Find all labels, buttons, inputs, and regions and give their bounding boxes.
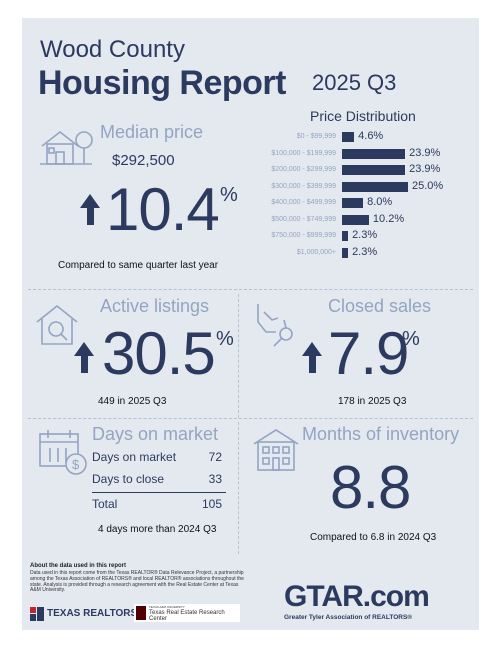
price-row: $750,000 - $999,999 2.3% xyxy=(252,229,482,243)
total-value: 105 xyxy=(201,497,222,511)
divider xyxy=(238,294,239,418)
active-listings-note: 449 in 2025 Q3 xyxy=(98,396,167,407)
row-value: 33 xyxy=(208,472,222,486)
gtar-logo: GTAR.com xyxy=(284,580,430,613)
calendar-money-icon: $ xyxy=(38,428,88,481)
texas-realtors-text: TEXAS REALTORS xyxy=(47,608,138,619)
price-row: $0 - $99,999 4.6% xyxy=(252,130,482,144)
price-percent-label: 23.9% xyxy=(409,146,441,159)
price-row: $200,000 - $299,999 23.9% xyxy=(252,163,482,177)
price-bar xyxy=(342,247,349,258)
price-bar xyxy=(342,132,355,142)
months-inventory-title: Months of inventory xyxy=(302,424,460,444)
price-percent-label: 4.6% xyxy=(358,130,384,142)
price-bar xyxy=(342,165,406,175)
texas-realtors-logo: TEXAS REALTORS xyxy=(30,606,140,622)
building-icon xyxy=(252,428,300,477)
active-listings-change: 30.5 xyxy=(102,320,216,387)
price-percent-label: 25.0% xyxy=(412,179,444,192)
house-magnifier-icon xyxy=(34,302,80,353)
divider xyxy=(238,422,239,554)
price-row: $1,000,000+ 2.3% xyxy=(252,246,482,260)
price-bar xyxy=(342,181,408,192)
price-range-label: $300,000 - $399,999 xyxy=(271,182,336,190)
price-range-label: $500,000 - $749,999 xyxy=(271,215,336,223)
svg-text:$: $ xyxy=(72,457,80,472)
median-price-note: Compared to same quarter last year xyxy=(58,260,219,271)
price-range-label: $0 - $99,999 xyxy=(296,133,336,140)
closed-sales-note: 178 in 2025 Q3 xyxy=(338,396,407,407)
hand-key-icon xyxy=(254,298,300,353)
price-percent-label: 2.3% xyxy=(352,229,378,241)
texas-realtors-emblem-icon xyxy=(30,607,44,621)
price-percent-label: 8.0% xyxy=(367,196,393,208)
active-listings-pct-sign: % xyxy=(216,328,234,350)
house-tree-icon xyxy=(38,124,94,175)
report-panel: Wood County Housing Report 2025 Q3 Price… xyxy=(22,18,479,630)
price-row: $300,000 - $399,999 25.0% xyxy=(252,180,482,194)
price-range-label: $200,000 - $299,999 xyxy=(271,166,336,173)
row-label: Days to close xyxy=(92,472,165,486)
gtar-subtitle: Greater Tyler Association of REALTORS® xyxy=(284,614,413,621)
days-on-market-title: Days on market xyxy=(92,424,219,444)
divider xyxy=(28,418,473,419)
closed-sales-change: 7.9 xyxy=(328,320,409,387)
row-label: Days on market xyxy=(92,450,177,464)
tamu-emblem-icon xyxy=(136,606,146,620)
price-range-label: $1,000,000+ xyxy=(296,248,336,256)
median-price-pct-sign: % xyxy=(220,184,238,206)
active-listings-title: Active listings xyxy=(100,296,210,316)
price-percent-label: 2.3% xyxy=(352,245,378,258)
months-inventory-value: 8.8 xyxy=(330,454,411,521)
price-distribution-title: Price Distribution xyxy=(310,108,416,124)
price-range-label: $100,000 - $199,999 xyxy=(271,149,336,157)
about-title: About the data used in this report xyxy=(30,563,127,569)
closed-sales-title: Closed sales xyxy=(328,296,432,316)
days-to-close-row: Days to close 33 xyxy=(92,472,222,486)
divider xyxy=(28,289,473,290)
median-price-title: Median price xyxy=(100,122,204,142)
total-row: Total 105 xyxy=(92,497,222,511)
days-on-market-row: Days on market 72 xyxy=(92,450,222,464)
tamu-text: Texas Real Estate Research Center xyxy=(149,610,225,622)
price-row: $500,000 - $749,999 10.2% xyxy=(252,213,482,227)
price-percent-label: 23.9% xyxy=(409,163,441,175)
price-bar xyxy=(342,148,406,159)
price-bar xyxy=(342,214,369,225)
median-price-change: 10.4 xyxy=(106,176,220,243)
row-value: 72 xyxy=(208,450,222,464)
tamu-small-text: TEXAS A&M UNIVERSITY xyxy=(149,605,185,609)
total-label: Total xyxy=(92,497,118,511)
days-on-market-note: 4 days more than 2024 Q3 xyxy=(98,524,217,535)
price-percent-label: 10.2% xyxy=(372,212,405,225)
price-bar xyxy=(342,198,364,208)
report-period: 2025 Q3 xyxy=(312,70,397,95)
months-inventory-note: Compared to 6.8 in 2024 Q3 xyxy=(310,532,437,543)
about-text: Data used in this report come from the T… xyxy=(30,570,244,594)
price-bar xyxy=(342,231,349,241)
price-row: $400,000 - $499,999 8.0% xyxy=(252,196,482,210)
price-range-label: $400,000 - $499,999 xyxy=(271,199,336,206)
report-title: Housing Report xyxy=(38,64,286,102)
total-rule xyxy=(92,492,226,493)
county-title: Wood County xyxy=(40,36,185,63)
price-range-label: $750,000 - $999,999 xyxy=(271,232,336,239)
closed-sales-pct-sign: % xyxy=(402,328,420,350)
median-price-value: $292,500 xyxy=(112,152,175,169)
price-row: $100,000 - $199,999 23.9% xyxy=(252,147,482,161)
tamu-logo: TEXAS A&M UNIVERSITY Texas Real Estate R… xyxy=(134,604,240,622)
